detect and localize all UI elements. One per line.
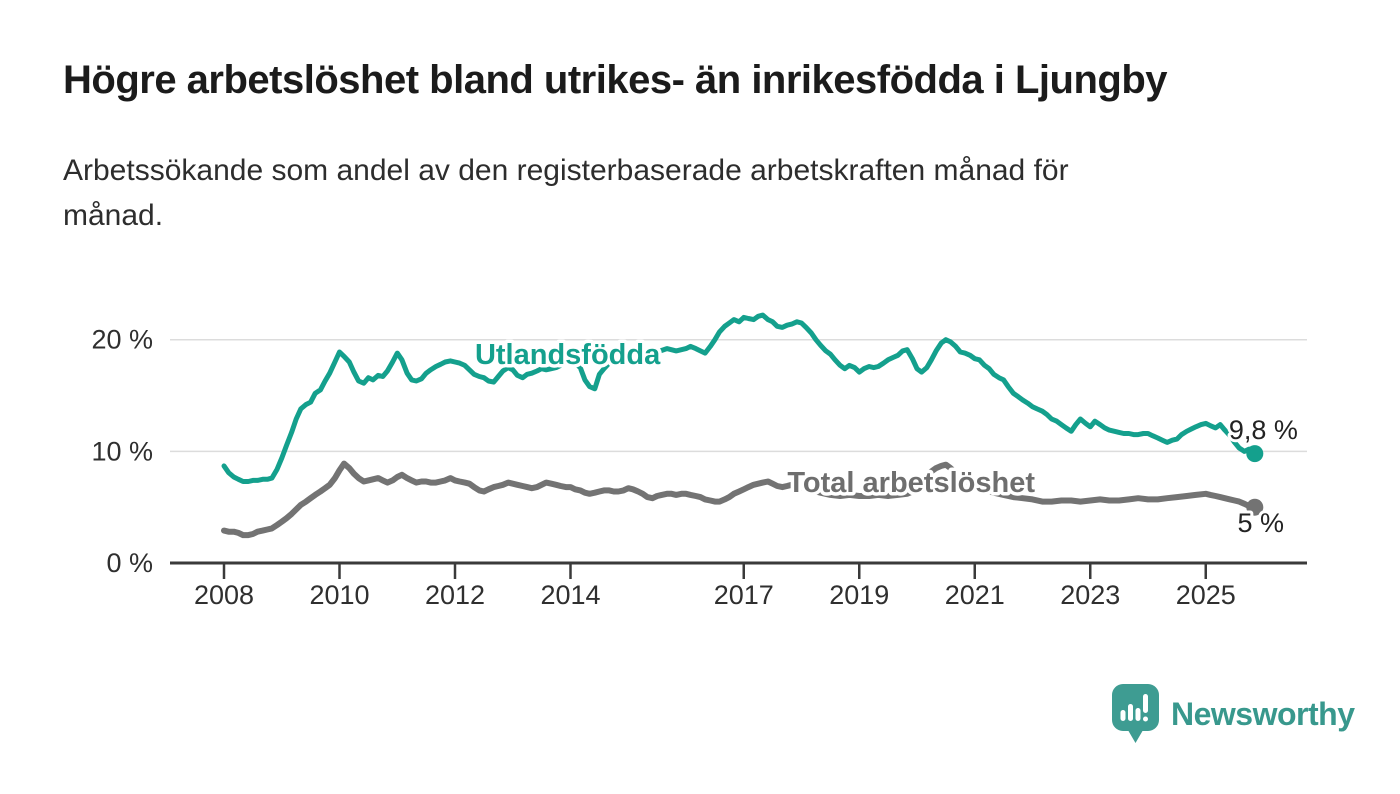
- series-end-value-label-0: 9,8 %: [1229, 415, 1298, 445]
- x-tick-label: 2019: [829, 580, 889, 610]
- x-tick-label: 2010: [309, 580, 369, 610]
- y-tick-label: 0 %: [106, 548, 153, 578]
- x-tick-label: 2023: [1060, 580, 1120, 610]
- chart-title: Högre arbetslöshet bland utrikes- än inr…: [63, 58, 1168, 102]
- x-tick-label: 2017: [714, 580, 774, 610]
- x-tick-label: 2012: [425, 580, 485, 610]
- chart-subtitle: Arbetssökande som andel av den registerb…: [63, 154, 1069, 232]
- series-line-0: [221, 312, 1258, 484]
- series-end-dot-0: [1246, 445, 1264, 463]
- x-tick-label: 2014: [540, 580, 600, 610]
- series-end-value-label-1: 5 %: [1238, 508, 1285, 538]
- y-tick-label: 20 %: [91, 325, 153, 355]
- newsworthy-logo: Newsworthy: [1112, 684, 1355, 744]
- x-tick-label: 2008: [194, 580, 254, 610]
- newsworthy-logo-text: Newsworthy: [1171, 695, 1355, 732]
- series-line-1: [221, 460, 1258, 539]
- newsworthy-speech-bubble-barchart-icon: [1112, 684, 1159, 743]
- series-label-1: Total arbetslöshet: [787, 467, 1035, 499]
- y-tick-label: 10 %: [91, 436, 153, 466]
- series-label-0: Utlandsfödda: [475, 339, 661, 371]
- series-end-dot-1: [1246, 498, 1264, 516]
- x-tick-label: 2021: [945, 580, 1005, 610]
- x-tick-label: 2025: [1176, 580, 1236, 610]
